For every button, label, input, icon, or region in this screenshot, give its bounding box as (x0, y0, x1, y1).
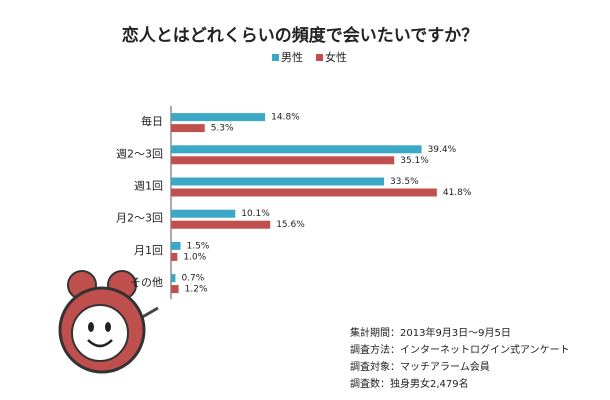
value-label: 33.5% (390, 177, 419, 187)
category-label: 月2～3回 (116, 212, 163, 225)
value-label: 5.3% (211, 124, 234, 134)
bar (171, 188, 437, 197)
bar (171, 177, 385, 186)
bar (171, 113, 266, 122)
bar (171, 156, 395, 165)
note: 調査方法：インターネットログイン式アンケート (350, 343, 570, 356)
bar (171, 220, 271, 229)
bar (171, 209, 236, 218)
category-label: 月1回 (134, 244, 163, 257)
legend-swatch (272, 54, 279, 61)
mascot (58, 270, 159, 374)
note: 集計期間：2013年9月3日～9月5日 (350, 326, 511, 339)
legend-swatch (316, 54, 323, 61)
value-label: 1.5% (187, 241, 210, 251)
value-label: 39.4% (428, 145, 457, 155)
category-label: 毎日 (141, 115, 163, 128)
value-label: 1.0% (183, 252, 206, 262)
chart-title: 恋人とはどれくらいの頻度で会いたいですか？ (122, 25, 479, 46)
bar (171, 274, 176, 283)
value-label: 10.1% (241, 209, 270, 219)
bar (171, 145, 422, 154)
value-label: 35.1% (400, 156, 429, 166)
value-label: 15.6% (276, 220, 305, 230)
bar (171, 241, 181, 250)
category-label: 週2～3回 (116, 147, 163, 160)
note: 調査数：独身男女2,479名 (350, 377, 469, 390)
bar (171, 285, 179, 294)
bar (171, 252, 178, 261)
legend-label: 男性 (281, 50, 303, 64)
bar (171, 124, 205, 133)
category-label: 週1回 (134, 180, 163, 193)
value-label: 0.7% (181, 274, 204, 284)
note: 調査対象：マッチアラーム会員 (350, 360, 490, 373)
value-label: 1.2% (185, 285, 208, 295)
category-label: その他 (130, 276, 163, 289)
value-label: 41.8% (443, 188, 472, 198)
value-label: 14.8% (271, 113, 300, 123)
legend-label: 女性 (325, 50, 347, 64)
